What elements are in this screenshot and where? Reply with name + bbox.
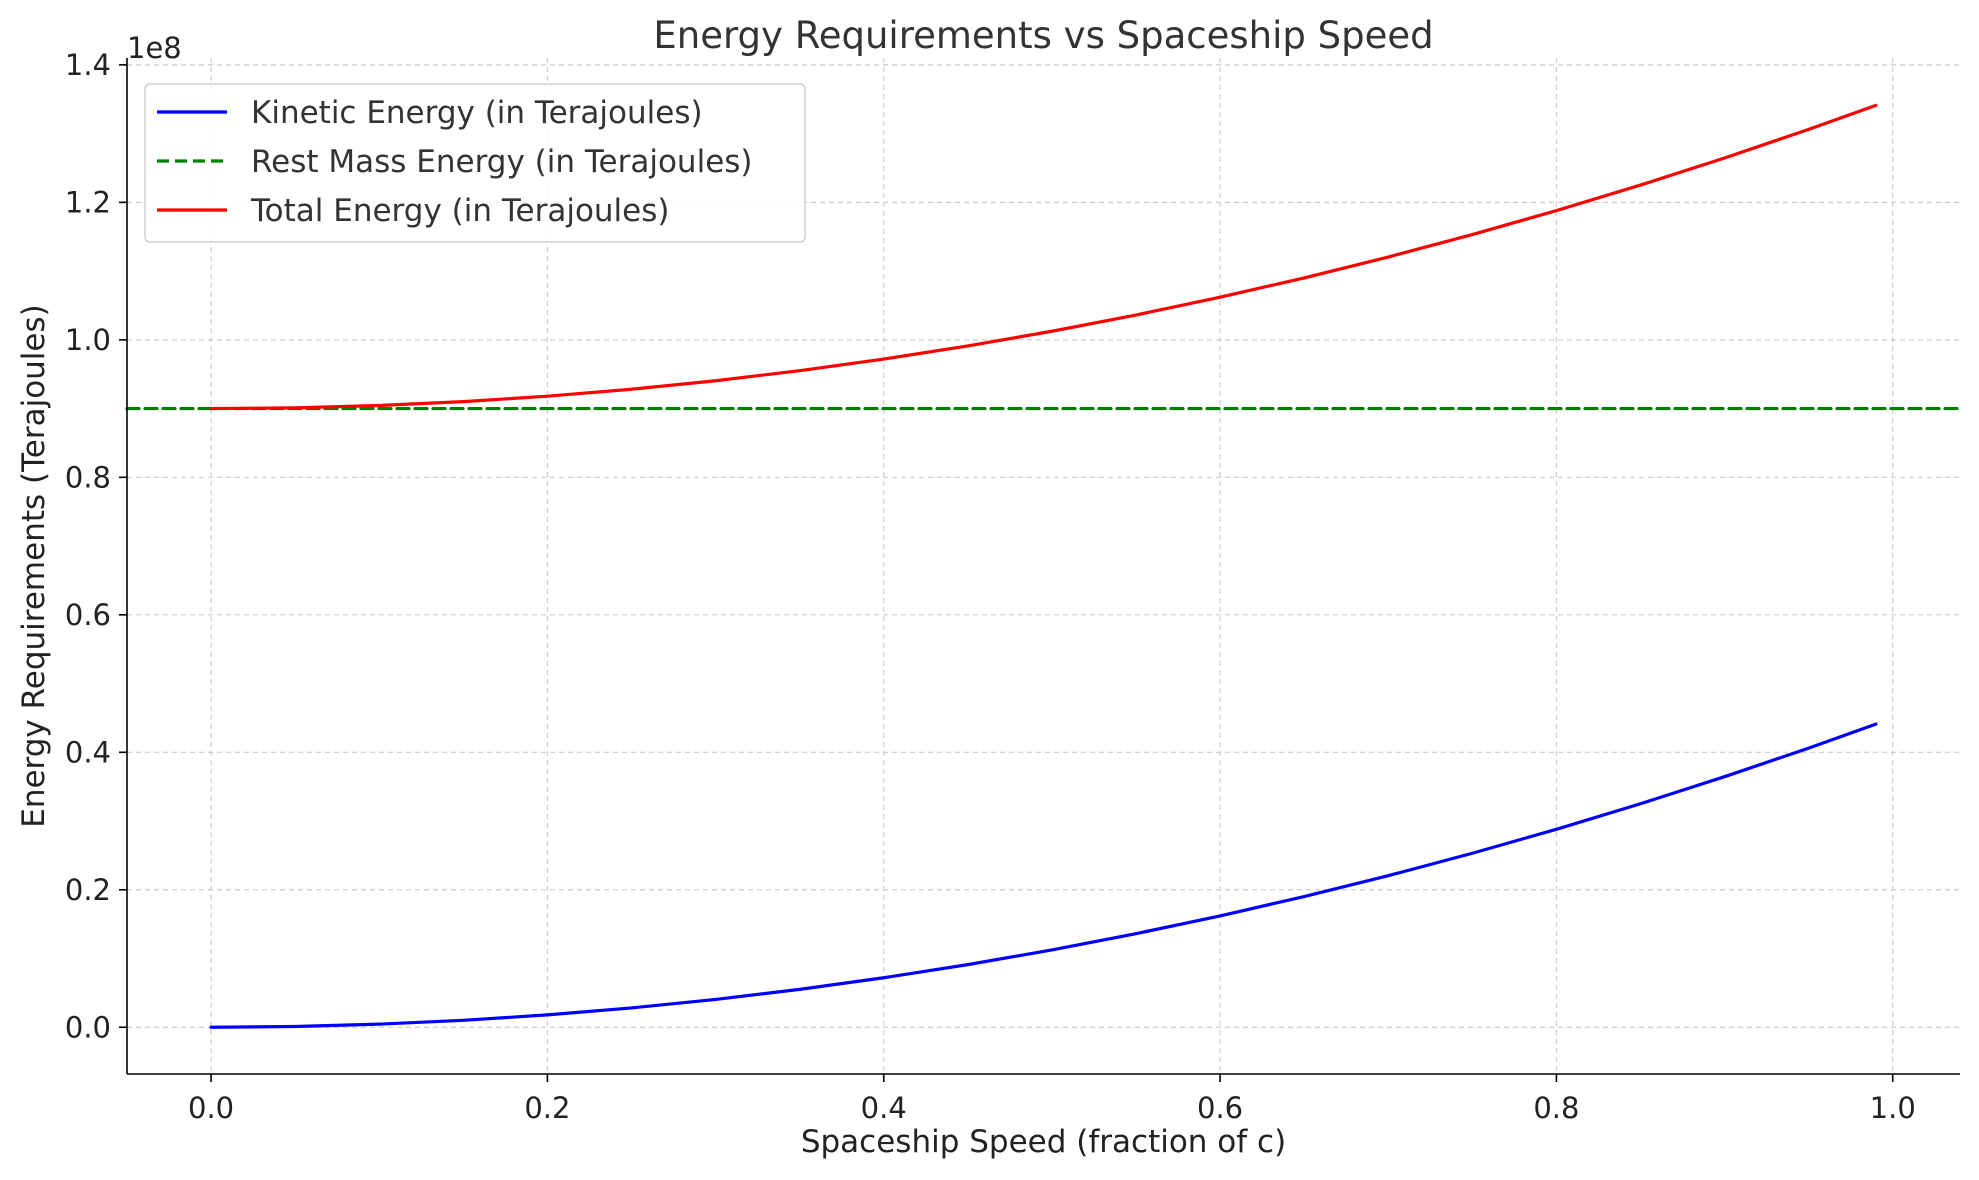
x-tick-label-5: 1.0 (1870, 1091, 1916, 1125)
x-tick-label-2: 0.4 (861, 1091, 907, 1125)
legend-label-2: Total Energy (in Terajoules) (250, 193, 670, 229)
legend-box (144, 83, 806, 243)
y-offset-label: 1e8 (127, 31, 182, 65)
chart-title: Energy Requirements vs Spaceship Speed (653, 14, 1433, 57)
y-axis-label: Energy Requirements (Terajoules) (16, 304, 52, 828)
y-tick-label-4: 0.8 (65, 460, 111, 494)
y-tick-label-7: 1.4 (65, 48, 111, 82)
legend-label-1: Rest Mass Energy (in Terajoules) (251, 144, 753, 180)
y-tick-label-2: 0.4 (65, 735, 111, 769)
x-tick-label-0: 0.0 (188, 1091, 234, 1125)
y-tick-label-0: 0.0 (65, 1010, 111, 1044)
axes: 0.0 0.2 0.4 0.6 0.8 1.0 0.0 0.2 0.4 0.6 0.8 1.0 1.2 1… (65, 48, 1960, 1125)
x-tick-label-1: 0.2 (524, 1091, 570, 1125)
y-tick-label-3: 0.6 (65, 598, 111, 632)
series-line-2 (209, 103, 1878, 411)
grid (127, 58, 1960, 1074)
x-axis-label: Spaceship Speed (fraction of c) (801, 1124, 1286, 1160)
y-tick-label-6: 1.2 (65, 185, 111, 219)
x-tick-label-4: 0.8 (1533, 1091, 1579, 1125)
y-tick-label-5: 1.0 (65, 323, 111, 357)
x-tick-label-3: 0.6 (1197, 1091, 1243, 1125)
series-line-0 (209, 722, 1878, 1029)
legend-label-0: Kinetic Energy (in Terajoules) (251, 95, 703, 131)
legend: Kinetic Energy (in Terajoules) Rest Mass … (144, 83, 806, 243)
series-layer (125, 103, 1962, 1029)
y-tick-label-1: 0.2 (65, 873, 111, 907)
